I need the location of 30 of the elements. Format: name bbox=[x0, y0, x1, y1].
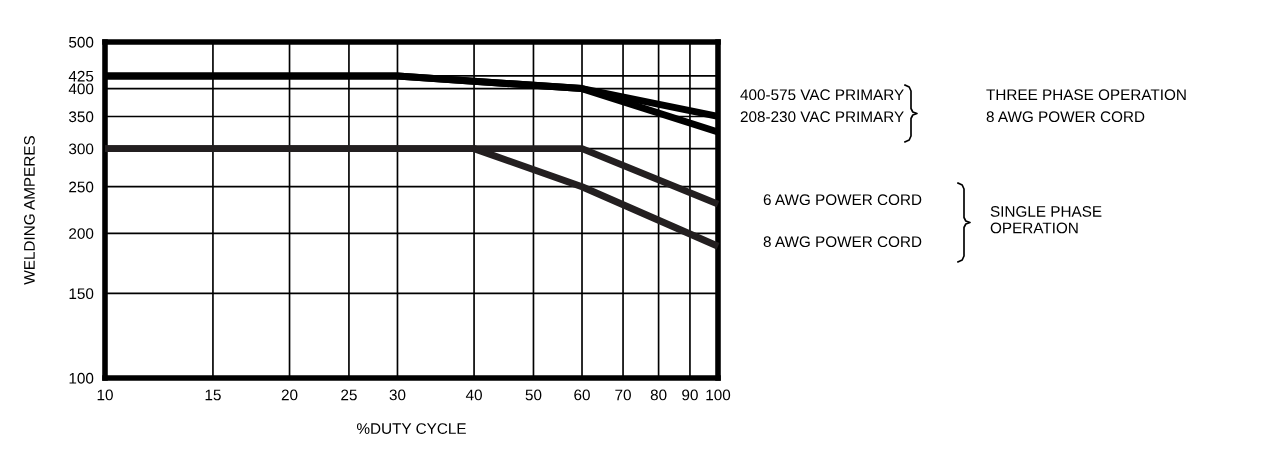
y-axis-title: WELDING AMPERES bbox=[24, 135, 35, 285]
text: 6 AWG POWER CORD bbox=[763, 194, 922, 206]
y-tick-label: 500 bbox=[69, 36, 94, 48]
y-tick-label: 100 bbox=[69, 372, 94, 384]
x-tick-label: 50 bbox=[525, 389, 542, 401]
x-tick-label: 20 bbox=[281, 389, 298, 401]
text: SINGLE PHASE OPERATION bbox=[990, 206, 1102, 234]
x-axis-title: %DUTY CYCLE bbox=[357, 423, 466, 435]
x-tick-label: 80 bbox=[650, 389, 667, 401]
y-tick-label: 425 bbox=[68, 70, 94, 82]
y-tick-label: 200 bbox=[69, 228, 94, 239]
x-tick-label: 40 bbox=[465, 389, 482, 401]
x-tick-label: 60 bbox=[574, 389, 590, 401]
x-tick-label: 30 bbox=[389, 389, 406, 401]
series-label: 400-575 VAC PRIMARY bbox=[740, 89, 904, 101]
text: THREE PHASE OPERATION bbox=[986, 89, 1186, 101]
x-tick-label: 25 bbox=[341, 389, 357, 401]
y-tick-label: 400 bbox=[68, 83, 94, 95]
text: 8 AWG POWER CORD bbox=[763, 236, 922, 248]
text: 8 AWG POWER CORD bbox=[986, 111, 1145, 123]
x-tick-label: 10 bbox=[97, 389, 113, 401]
x-tick-label: 15 bbox=[205, 389, 221, 401]
y-tick-label: 300 bbox=[68, 143, 94, 155]
series-label: 208-230 VAC PRIMARY bbox=[740, 111, 904, 123]
x-tick-label: 90 bbox=[682, 389, 698, 401]
y-tick-label: 250 bbox=[69, 181, 94, 193]
y-tick-label: 350 bbox=[68, 111, 94, 123]
x-tick-label: 100 bbox=[706, 389, 731, 401]
y-tick-label: 150 bbox=[69, 288, 94, 300]
x-tick-label: 70 bbox=[615, 389, 631, 401]
